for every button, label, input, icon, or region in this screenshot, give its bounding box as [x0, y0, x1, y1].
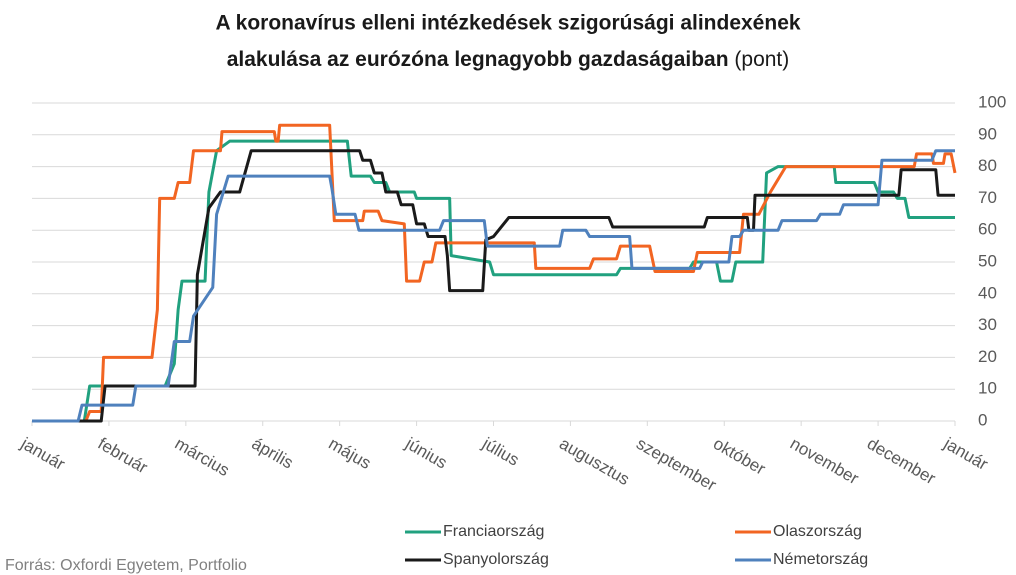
legend-label: Olaszország: [773, 523, 862, 540]
series-line: [32, 123, 957, 423]
x-tick-label: január: [940, 433, 992, 474]
y-tick-label: 50: [978, 251, 997, 270]
x-tick-label: június: [401, 433, 450, 472]
x-tick-label: január: [17, 433, 69, 474]
x-tick-label: július: [478, 433, 522, 469]
legend-label: Spanyolország: [443, 551, 549, 568]
x-tick-label: augusztus: [556, 434, 633, 489]
x-tick-label: március: [172, 434, 233, 480]
x-tick-label: december: [864, 434, 939, 488]
chart-title-unit: (pont): [734, 48, 789, 71]
y-tick-label: 60: [978, 220, 997, 239]
y-tick-label: 10: [978, 379, 997, 398]
x-tick-label: október: [710, 434, 769, 479]
y-tick-label: 0: [978, 410, 987, 429]
chart-title: A koronavírus elleni intézkedések szigor…: [215, 12, 800, 35]
y-tick-label: 30: [978, 315, 997, 334]
y-tick-label: 20: [978, 347, 997, 366]
x-tick-label: november: [787, 434, 862, 488]
x-tick-label: május: [325, 434, 374, 473]
legend-label: Franciaország: [443, 523, 544, 540]
y-tick-label: 80: [978, 156, 997, 175]
x-tick-label: szeptember: [633, 434, 720, 495]
y-tick-label: 40: [978, 283, 997, 302]
source: Forrás: Oxfordi Egyetem, Portfolio: [5, 557, 247, 574]
chart-title: alakulása az eurózóna legnagyobb gazdasá…: [227, 48, 790, 71]
series-line: [32, 149, 955, 423]
y-tick-label: 70: [978, 188, 997, 207]
y-tick-label: 90: [978, 124, 997, 143]
series-line: [32, 139, 955, 423]
y-tick-label: 100: [978, 92, 1006, 111]
legend-label: Németország: [773, 551, 868, 568]
x-tick-label: április: [249, 434, 297, 473]
chart-title: alakulása az eurózóna legnagyobb gazdasá…: [227, 48, 729, 71]
series-line: [32, 149, 955, 423]
x-tick-label: február: [95, 434, 151, 478]
